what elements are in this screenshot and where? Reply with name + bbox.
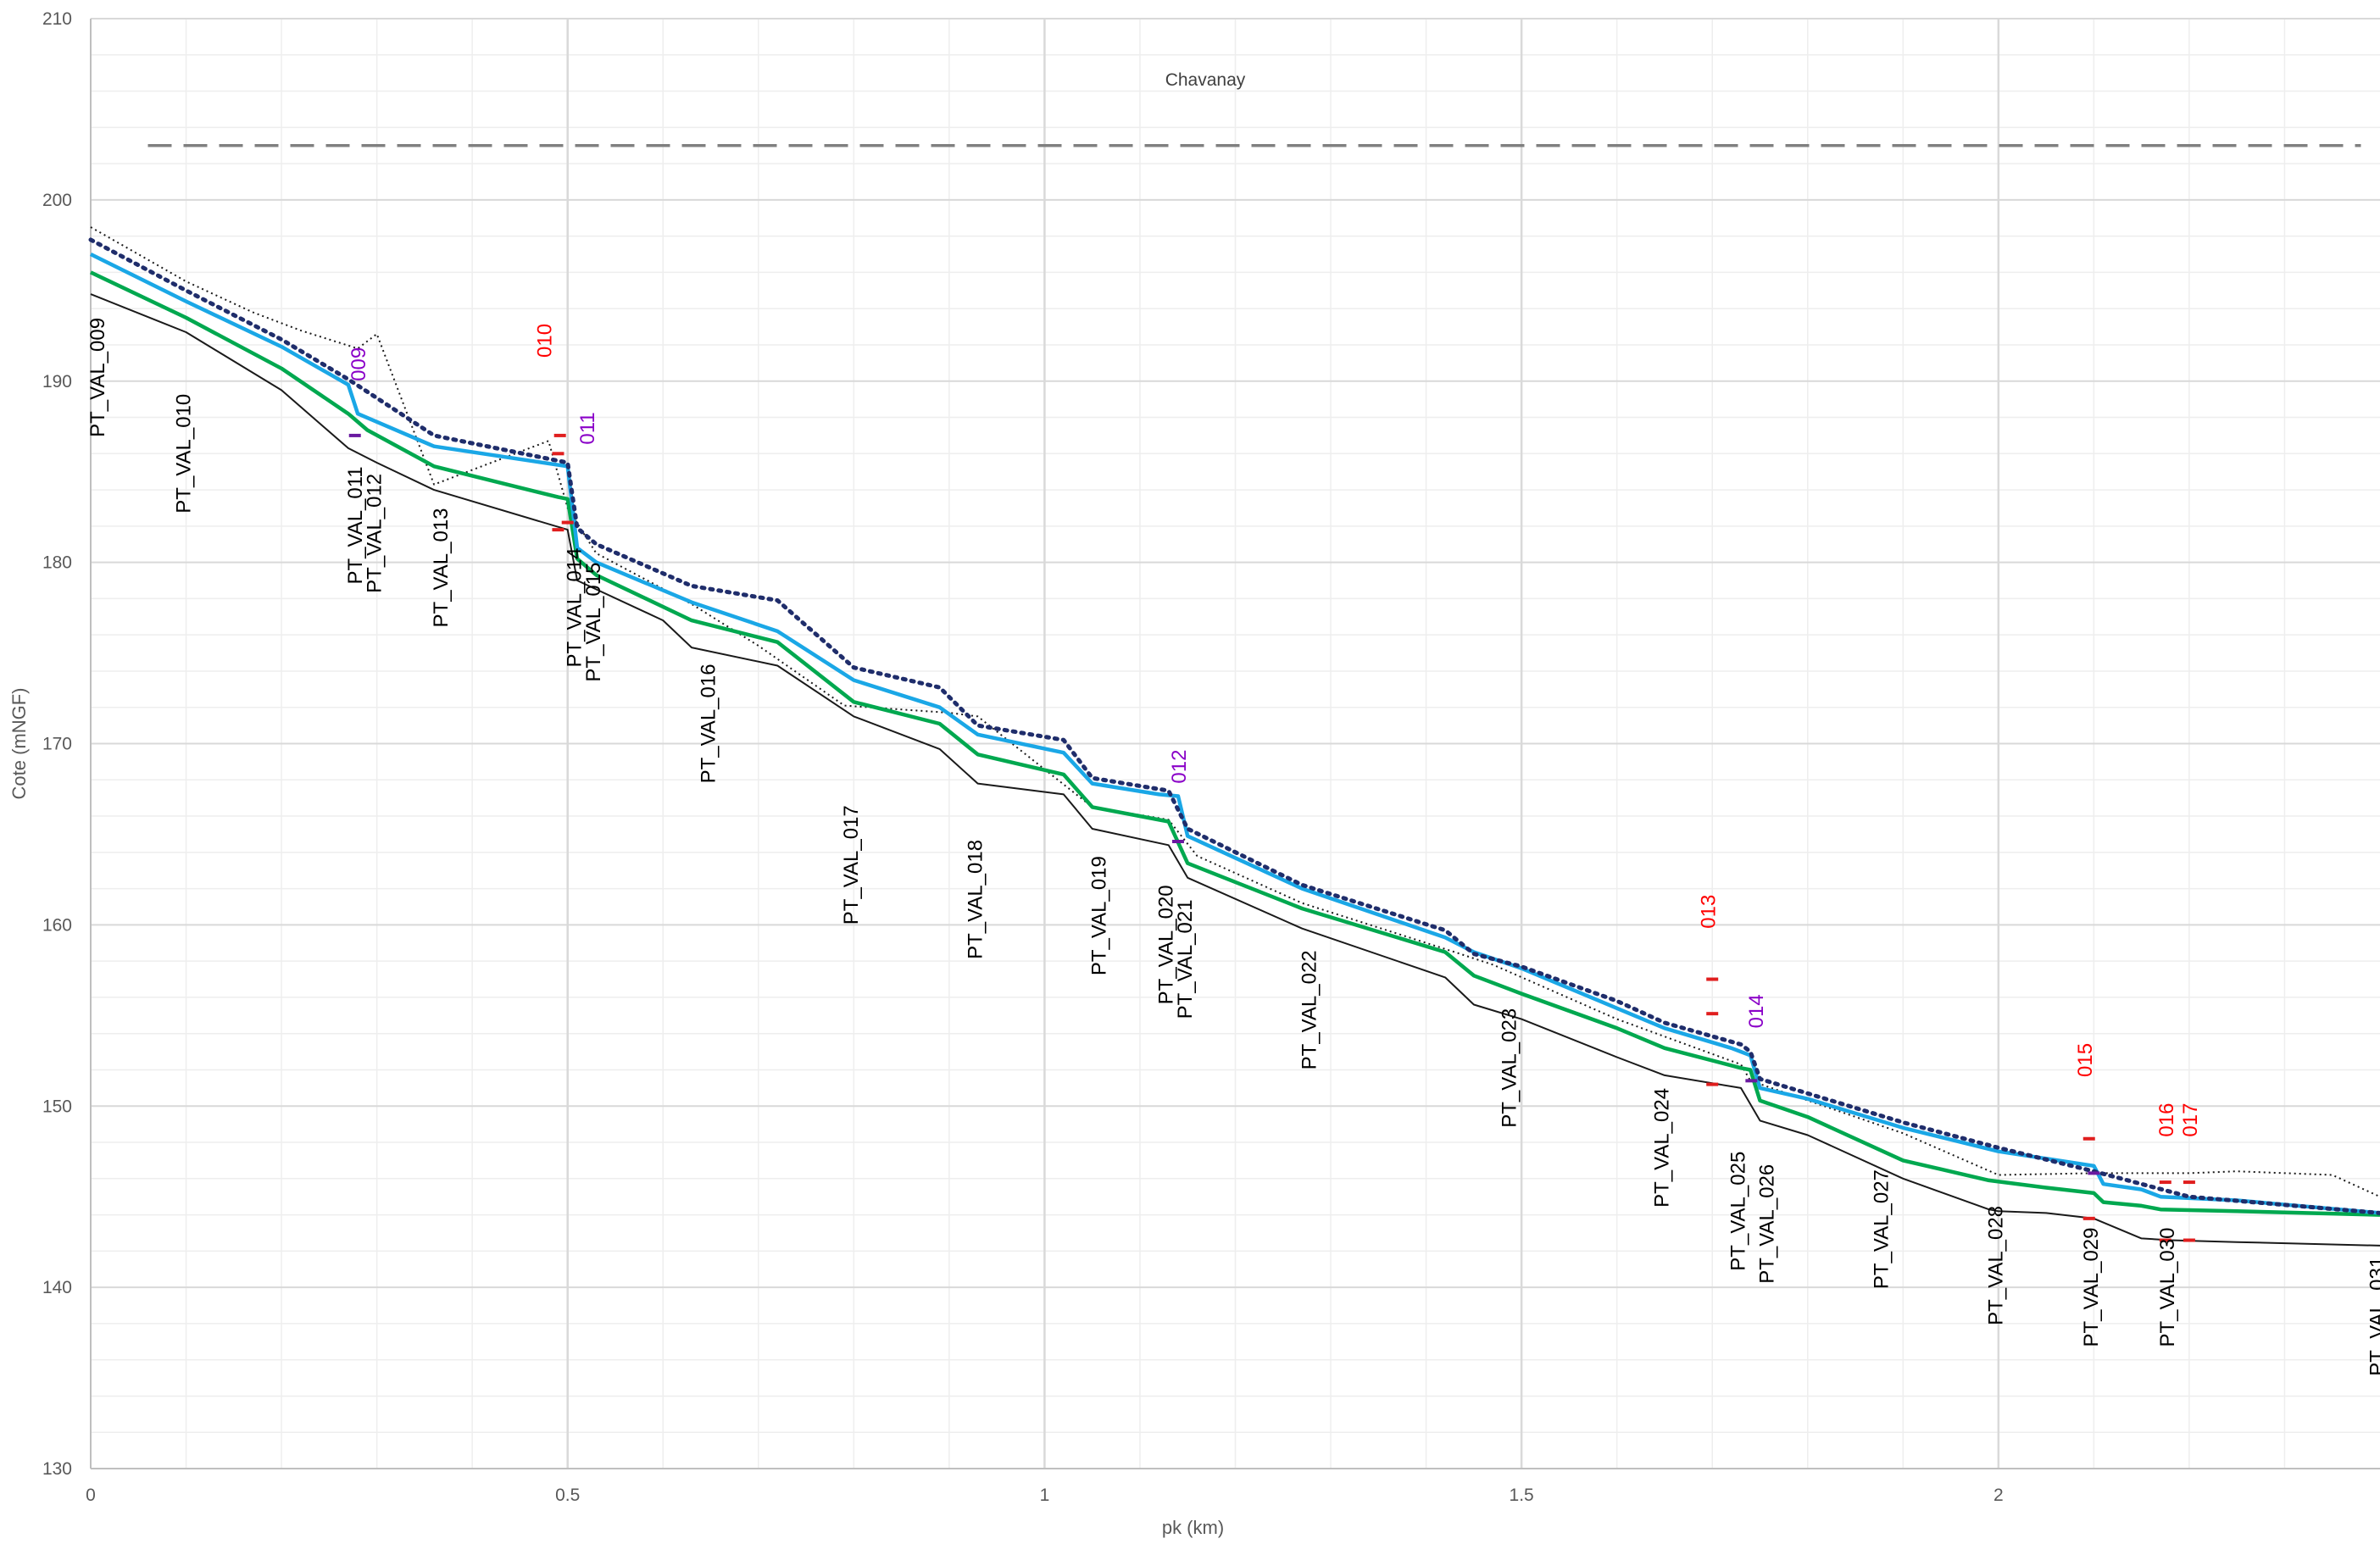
series-lines — [88, 143, 2380, 1247]
x-tick-label: 0 — [86, 1486, 96, 1505]
ouvrage-label: 009 — [348, 347, 370, 381]
series-line-thin-black — [90, 293, 2380, 1247]
x-axis-title: pk (km) — [1162, 1517, 1224, 1538]
x-tick-label: 2 — [1994, 1486, 2004, 1505]
ouvrage-label: 010 — [534, 324, 557, 358]
profile-label: PT_VAL_028 — [1985, 1206, 2008, 1325]
y-tick-label: 130 — [42, 1459, 72, 1479]
y-tick-label: 140 — [42, 1278, 72, 1297]
profile-label: PT_VAL_018 — [964, 840, 987, 959]
series-line-green — [90, 270, 2380, 1217]
ouvrage-label: 016 — [2155, 1103, 2178, 1137]
profile-label: PT_VAL_017 — [840, 805, 863, 925]
series-line-navy-dotted — [88, 237, 2380, 1215]
profile-label: PT_VAL_029 — [2080, 1227, 2103, 1347]
y-tick-label: 170 — [42, 735, 72, 754]
profile-label: PT_VAL_011 — [344, 466, 367, 584]
profile-label: PT_VAL_021 — [1174, 899, 1197, 1019]
tick-labels: 0 0.5 1 1.5 2 130 140 150 160 170 180 190 200 210 — [42, 9, 2004, 1505]
ouvrage-label: 014 — [1745, 994, 1768, 1028]
profile-label: PT_VAL_015 — [582, 563, 605, 682]
profile-label: PT_VAL_009 — [86, 318, 109, 437]
town-annotation: Chavanay — [1165, 70, 1246, 90]
ouvrage-label: 017 — [2179, 1103, 2202, 1137]
y-tick-label: 210 — [42, 9, 72, 29]
y-tick-label: 180 — [42, 553, 72, 573]
profile-label: PT_VAL_019 — [1088, 856, 1111, 975]
axes — [90, 19, 2380, 1469]
x-tick-label: 0.5 — [555, 1486, 580, 1505]
profile-label: PT_VAL_016 — [697, 664, 720, 783]
y-tick-label: 200 — [42, 191, 72, 210]
y-tick-label: 150 — [42, 1097, 72, 1116]
x-tick-label: 1.5 — [1510, 1486, 1534, 1505]
profile-label: PT_VAL_031 — [2366, 1257, 2380, 1376]
profile-label: PT_VAL_013 — [430, 508, 453, 627]
profile-label: PT_VAL_020 — [1155, 885, 1178, 1004]
profile-label: PT_VAL_023 — [1499, 1008, 1521, 1128]
ouvrage-label: 013 — [1698, 895, 1721, 929]
ouvrage-label: 015 — [2074, 1043, 2097, 1077]
profile-label: PT_VAL_026 — [1755, 1164, 1778, 1284]
ouvrage-label: 012 — [1168, 750, 1191, 784]
profile-label: PT_VAL_024 — [1651, 1088, 1674, 1208]
profile-label: PT_VAL_010 — [172, 394, 195, 514]
major-gridlines — [91, 18, 2380, 1469]
y-tick-label: 160 — [42, 915, 72, 935]
y-axis-title: Cote (mNGF) — [8, 688, 30, 800]
ouvrage-label: 011 — [576, 412, 599, 444]
profile-label: PT_VAL_014 — [564, 547, 587, 667]
profile-label: PT_VAL_012 — [363, 474, 386, 593]
profile-label: PT_VAL_027 — [1871, 1169, 1893, 1289]
profile-label: PT_VAL_022 — [1298, 950, 1321, 1069]
y-tick-label: 190 — [42, 372, 72, 392]
ouvrage-marks — [348, 433, 2195, 1242]
profile-label: PT_VAL_025 — [1727, 1152, 1750, 1271]
chart-labels: PT_VAL_009 PT_VAL_010 PT_VAL_011PT_VAL_012… — [86, 70, 2380, 1376]
x-tick-label: 1 — [1040, 1486, 1050, 1505]
profile-label: PT_VAL_030 — [2156, 1228, 2179, 1347]
